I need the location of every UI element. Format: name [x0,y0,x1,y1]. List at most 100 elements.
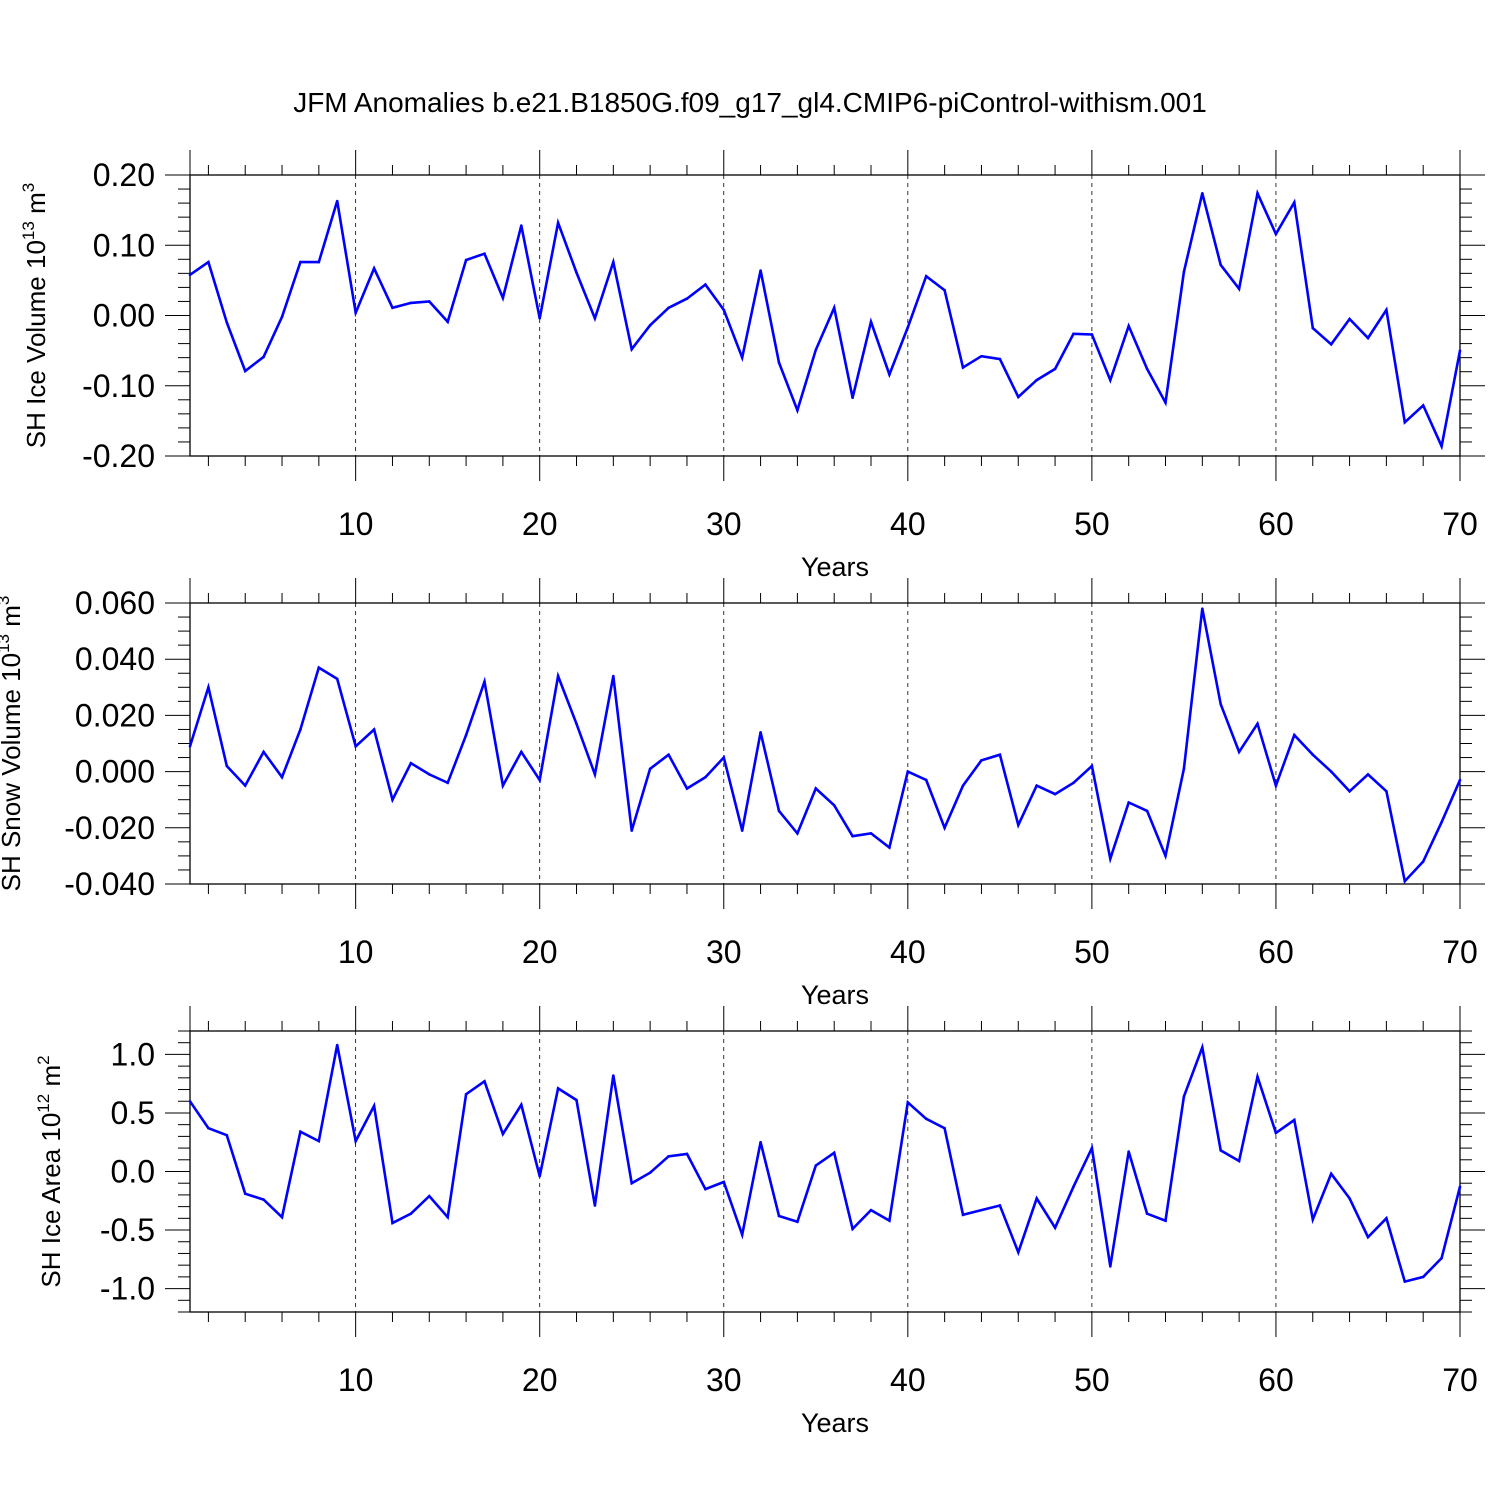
data-point [335,1043,339,1047]
data-point [814,787,818,790]
data-point [1182,1095,1186,1098]
data-point [1090,1146,1094,1150]
data-point [243,1192,247,1196]
data-point [704,283,707,286]
data-point [1366,336,1370,340]
data-point [1274,232,1278,236]
data-point [1016,1250,1020,1254]
data-point [1403,879,1407,883]
data-point [446,320,449,324]
data-point [188,1099,192,1103]
data-point [1348,789,1351,793]
data-point [188,745,192,748]
y-tick-label: 0.0 [111,1154,155,1190]
data-point [1403,420,1407,424]
x-tick-label: 10 [338,506,374,542]
data-point [888,846,891,849]
data-point [1237,750,1241,754]
data-point [612,674,615,678]
data-point [704,775,707,779]
data-point [1329,770,1333,773]
x-tick-label: 40 [890,934,926,970]
data-point [1127,324,1130,328]
data-point [851,834,854,838]
y-tick-label: -0.020 [64,810,155,846]
y-label-unit-exponent: 3 [0,596,13,605]
y-tick-label: -0.5 [100,1212,155,1248]
data-point [796,409,799,412]
data-point [1421,1275,1425,1279]
data-point [869,320,873,324]
y-tick-label: 1.0 [111,1036,155,1072]
data-point [759,269,762,272]
data-point [262,750,265,754]
data-point [391,306,394,310]
data-point [1145,809,1149,813]
data-point [501,1132,505,1136]
data-point [740,356,744,359]
y-tick-label: -0.20 [82,438,155,474]
data-point [446,1215,449,1219]
data-point [1164,1219,1167,1222]
data-point [1035,378,1038,382]
data-point [630,1181,634,1185]
data-point [1237,287,1241,291]
x-tick-label: 10 [338,934,374,970]
data-point [722,308,726,312]
data-point [1366,1235,1370,1239]
data-point [280,775,284,779]
data-point [1035,1197,1038,1200]
data-point [869,832,873,835]
y-tick-label: 0.040 [75,641,155,677]
data-point [796,832,799,835]
data-point [1440,1256,1443,1260]
data-point [961,784,965,787]
data-point [575,1098,578,1102]
data-point [906,770,910,773]
data-point [1219,263,1223,267]
data-point [1035,784,1038,787]
data-point [998,753,1002,757]
data-point [243,369,247,373]
data-point [1293,201,1296,204]
data-point [354,1139,357,1143]
data-point [814,1164,818,1167]
plot-frame [189,1030,1461,1313]
data-point [998,1204,1002,1207]
chart-ice-volume: 10 20 30 40 50 60 70 -0.20 -0.10 0.00 0.10 0.20 Year… [19,150,1485,582]
x-tick-label: 70 [1442,506,1478,542]
data-point [446,781,449,785]
data-point [1421,860,1425,863]
data-point [372,1104,376,1108]
data-point [740,829,744,832]
data-point [225,321,229,324]
y-tick-label: 0.060 [75,585,155,621]
x-tick-label: 30 [706,506,742,542]
data-point [630,347,634,351]
data-point [372,728,376,731]
data-point [335,199,339,203]
y-axis-label: SH Ice Volume 1013 m3 [19,183,51,448]
data-point [612,1074,615,1077]
data-point [1164,401,1167,404]
data-point [501,784,505,787]
data-point [1127,1150,1130,1153]
data-point [354,745,357,748]
data-point [814,348,818,352]
data-point [225,764,229,768]
x-axis-label: Years [801,552,869,582]
data-point [317,1139,321,1143]
data-point [943,826,946,830]
data-point [1385,1217,1388,1220]
data-point [1274,1131,1278,1135]
data-point [464,258,468,262]
data-point [1458,349,1462,352]
y-label-exponent: 13 [19,221,38,240]
data-point [243,784,247,787]
data-point [1311,753,1315,757]
y-label-main: SH Snow Volume 10 [0,653,26,891]
data-point [832,804,836,807]
data-point [1053,367,1057,371]
x-tick-label: 50 [1074,506,1110,542]
data-point [1329,343,1333,346]
